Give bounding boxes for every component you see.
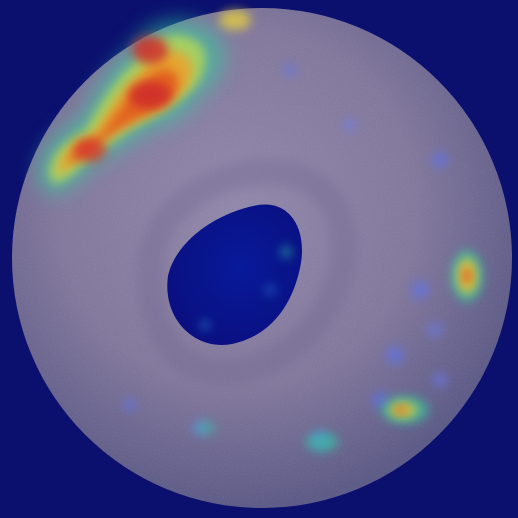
heat-region-bottom: [195, 421, 338, 452]
donut-hole: [167, 204, 303, 345]
heat-region-lower-right: [381, 396, 429, 424]
hole-hotspots: [200, 246, 292, 330]
heat-region-right: [451, 250, 483, 302]
heat-region-main: [37, 10, 251, 195]
